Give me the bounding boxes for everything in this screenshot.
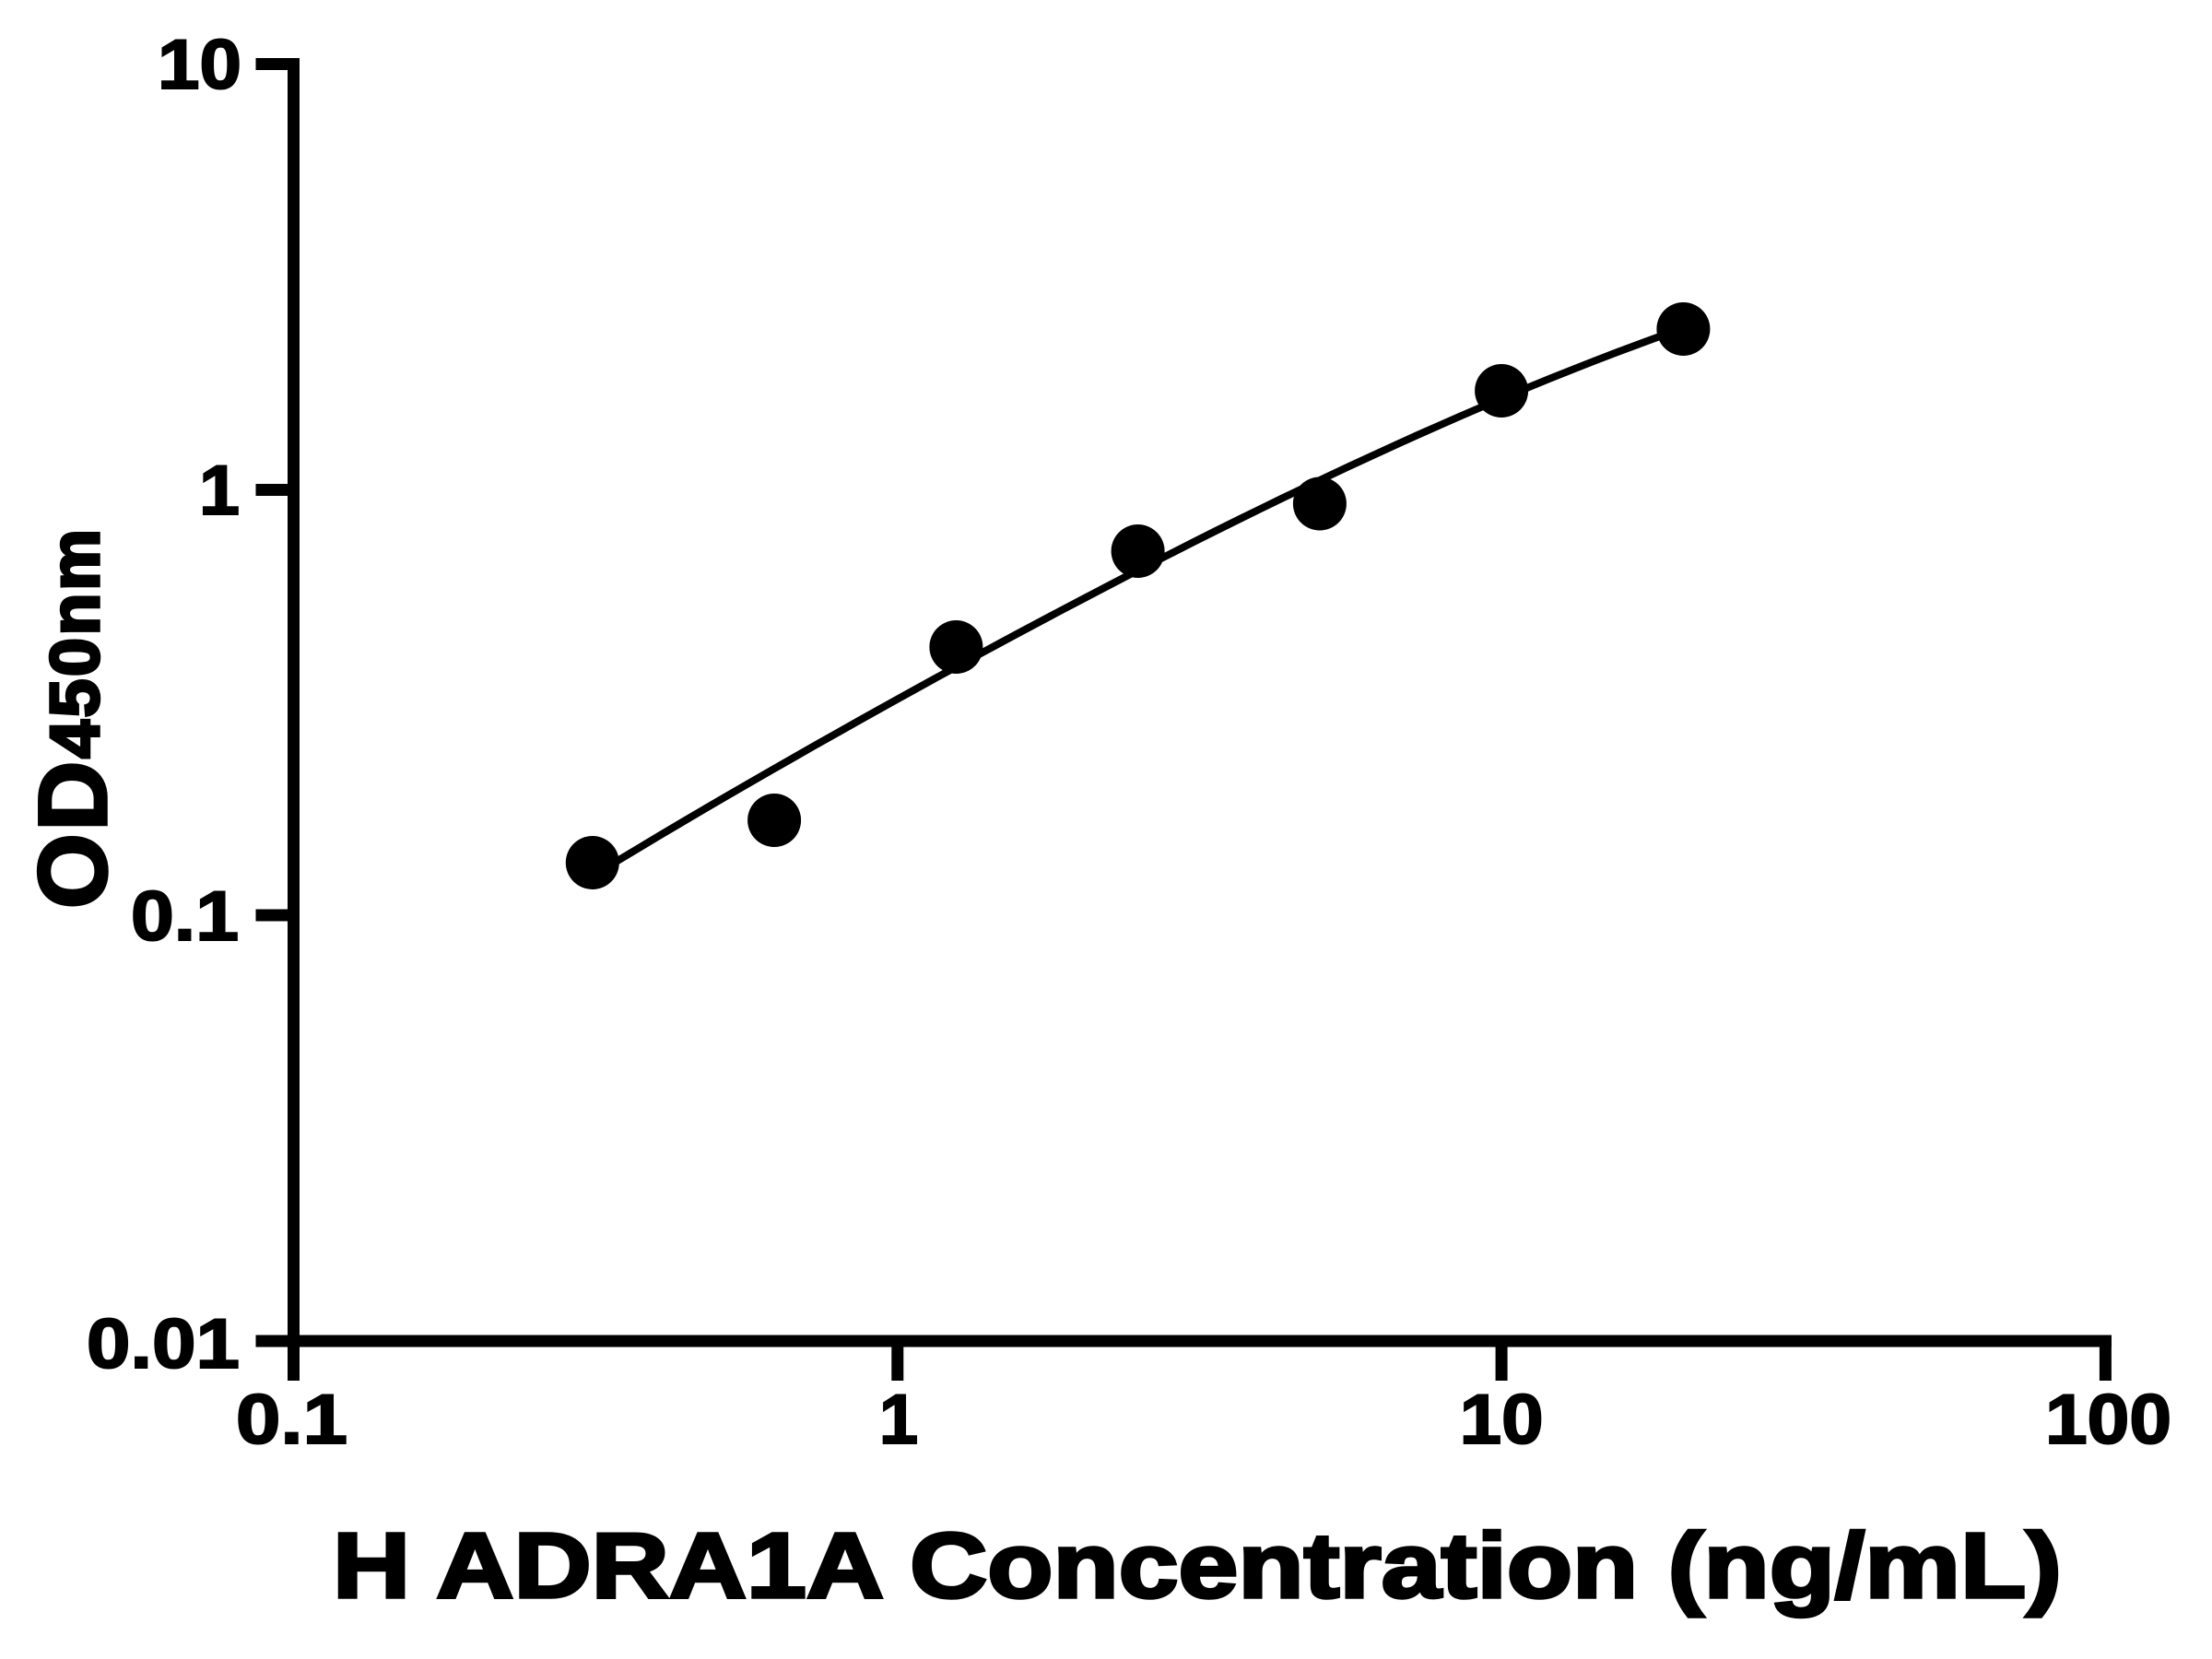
svg-text:H ADRA1A Concentration (ng/mL): H ADRA1A Concentration (ng/mL)	[333, 1514, 2062, 1618]
svg-text:10: 10	[1460, 1381, 1544, 1459]
svg-text:0.01: 0.01	[87, 1305, 240, 1383]
svg-text:10: 10	[158, 26, 241, 104]
svg-text:0.1: 0.1	[131, 877, 239, 956]
svg-text:1: 1	[199, 452, 240, 530]
svg-text:0.1: 0.1	[236, 1381, 347, 1459]
svg-text:1: 1	[879, 1381, 918, 1459]
svg-text:100: 100	[2045, 1381, 2171, 1459]
